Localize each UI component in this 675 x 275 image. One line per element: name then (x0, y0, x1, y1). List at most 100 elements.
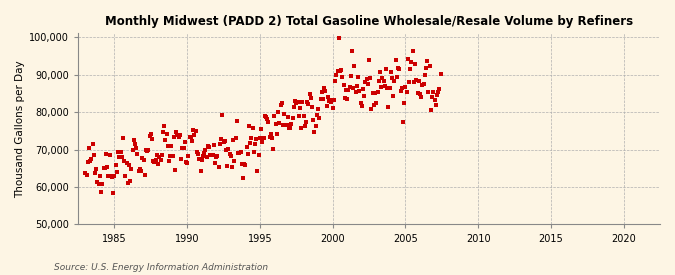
Point (113, 149, 124, 154)
Point (309, 130, 320, 134)
Point (227, 165, 238, 170)
Point (331, 73, 342, 78)
Point (392, 75, 402, 80)
Point (385, 70, 396, 74)
Point (181, 160, 192, 164)
Point (246, 135, 256, 140)
Point (364, 57, 375, 62)
Point (194, 157, 205, 161)
Point (282, 115, 293, 119)
Point (178, 146, 189, 150)
Point (265, 132, 276, 136)
Point (268, 147, 279, 151)
Point (252, 168, 263, 173)
Point (267, 136, 277, 140)
Point (136, 169, 146, 173)
Point (323, 95, 333, 100)
Point (404, 80, 414, 84)
Point (108, 191, 119, 195)
Point (143, 148, 154, 152)
Point (343, 88, 354, 92)
Title: Monthly Midwest (PADD 2) Total Gasoline Wholesale/Resale Volume by Refiners: Monthly Midwest (PADD 2) Total Gasoline … (105, 15, 633, 28)
Point (122, 181, 133, 186)
Point (163, 159, 174, 163)
Point (414, 92, 425, 96)
Point (198, 151, 209, 155)
Point (192, 152, 203, 157)
Point (369, 103, 379, 108)
Point (358, 87, 369, 91)
Point (277, 123, 288, 128)
Point (172, 133, 183, 138)
Point (134, 167, 145, 172)
Point (270, 122, 281, 127)
Point (131, 146, 142, 150)
Point (264, 135, 275, 139)
Point (228, 138, 239, 142)
Point (379, 84, 390, 89)
Point (234, 151, 245, 155)
Point (323, 99, 334, 103)
Point (407, 49, 418, 54)
Point (209, 143, 219, 147)
Point (335, 67, 346, 72)
Point (198, 154, 209, 159)
Point (288, 116, 298, 120)
Point (240, 163, 251, 168)
Point (218, 139, 229, 144)
Point (376, 85, 387, 89)
Point (431, 93, 442, 97)
Point (395, 89, 406, 93)
Point (161, 132, 172, 137)
Point (325, 98, 335, 103)
Point (344, 84, 355, 89)
Point (317, 89, 327, 94)
Point (342, 97, 352, 101)
Point (333, 36, 344, 41)
Point (217, 113, 227, 117)
Point (292, 100, 303, 104)
Point (232, 119, 242, 124)
Point (98, 166, 109, 170)
Point (346, 73, 356, 78)
Point (80, 171, 90, 175)
Point (254, 136, 265, 140)
Point (115, 150, 126, 155)
Point (238, 175, 248, 180)
Point (93, 182, 104, 186)
Point (417, 83, 428, 87)
Point (355, 101, 366, 106)
Point (338, 83, 349, 87)
Point (320, 88, 331, 93)
Point (87, 142, 98, 146)
Point (428, 89, 439, 94)
Point (382, 86, 393, 90)
Point (421, 66, 431, 71)
Point (169, 134, 180, 139)
Point (82, 160, 93, 164)
Point (188, 128, 198, 132)
Point (281, 123, 292, 128)
Point (348, 86, 358, 90)
Point (310, 124, 321, 128)
Point (205, 153, 215, 157)
Point (140, 148, 151, 152)
Point (302, 100, 313, 104)
Point (160, 138, 171, 143)
Point (157, 153, 167, 157)
Point (434, 87, 445, 91)
Point (235, 150, 246, 155)
Point (183, 154, 194, 158)
Point (157, 130, 168, 134)
Point (429, 98, 440, 103)
Point (117, 136, 128, 140)
Point (88, 153, 99, 158)
Point (212, 154, 223, 158)
Point (151, 153, 162, 158)
Point (225, 153, 236, 158)
Point (373, 79, 384, 83)
Point (201, 155, 212, 159)
Point (109, 174, 120, 178)
Point (433, 90, 443, 95)
Point (274, 120, 285, 125)
